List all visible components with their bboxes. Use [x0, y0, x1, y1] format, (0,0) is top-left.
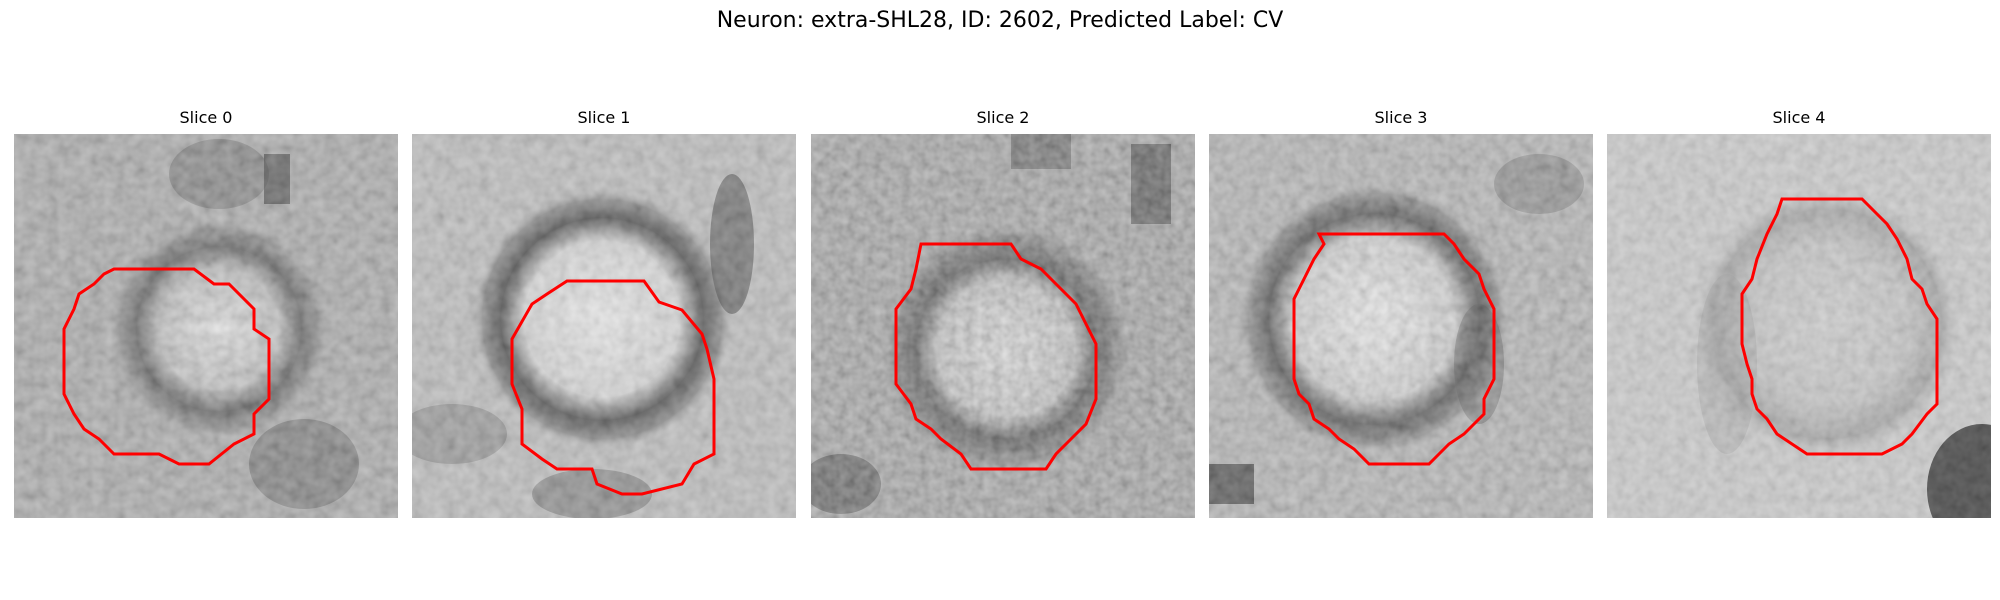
figure-title: Neuron: extra-SHL28, ID: 2602, Predicted… [716, 8, 1284, 33]
roi-contour-2 [894, 242, 1098, 471]
slice-title-0: Slice 0 [179, 108, 233, 127]
slice-image-2 [811, 134, 1195, 518]
roi-contour-3 [1292, 232, 1496, 466]
slice-title-4: Slice 4 [1772, 108, 1826, 127]
slice-title-2: Slice 2 [976, 108, 1030, 127]
slice-image-3 [1209, 134, 1593, 518]
slice-image-0 [14, 134, 398, 518]
roi-contour-1 [510, 279, 716, 496]
slice-title-1: Slice 1 [577, 108, 631, 127]
roi-contour-4 [1740, 197, 1939, 456]
slice-title-3: Slice 3 [1374, 108, 1428, 127]
slice-image-4 [1607, 134, 1991, 518]
roi-contour-0 [62, 267, 271, 466]
slice-image-1 [412, 134, 796, 518]
